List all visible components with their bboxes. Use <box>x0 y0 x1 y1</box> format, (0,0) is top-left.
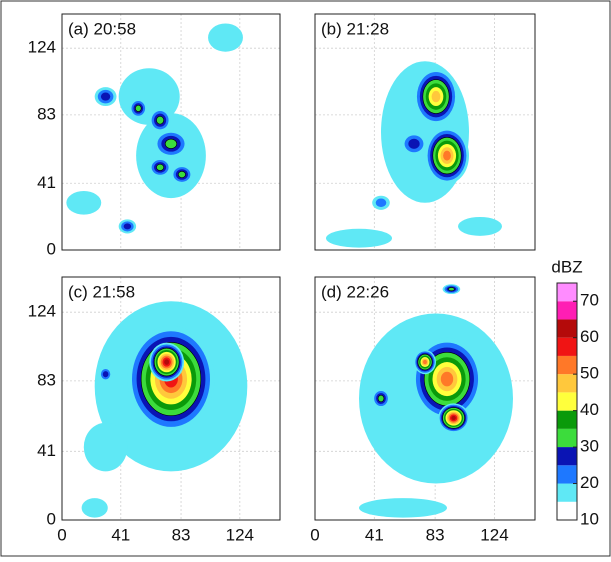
echo <box>81 498 108 518</box>
echo <box>83 422 128 472</box>
echo <box>123 223 132 230</box>
x-tick-label: 124 <box>226 525 254 544</box>
y-tick-label: 83 <box>37 104 56 123</box>
colorbar-swatch <box>557 447 577 466</box>
colorbar-frame <box>556 282 578 521</box>
colorbar-tick-label: 60 <box>580 327 599 346</box>
echo <box>66 191 102 215</box>
colorbar-swatch <box>557 301 577 320</box>
echo <box>377 394 385 403</box>
colorbar-swatch <box>557 465 577 484</box>
y-tick-label: 41 <box>37 173 56 192</box>
echo <box>375 198 387 208</box>
x-tick-label: 0 <box>310 525 319 544</box>
y-tick-label: 0 <box>47 509 56 528</box>
y-tick-label: 0 <box>47 239 56 258</box>
echo <box>448 287 455 292</box>
panel-frame <box>61 276 281 521</box>
panel-frame <box>61 13 281 251</box>
x-tick-label: 0 <box>57 525 66 544</box>
y-tick-label: 124 <box>28 38 56 57</box>
echo <box>443 150 451 161</box>
echo <box>156 163 165 171</box>
echo <box>440 371 454 387</box>
echo <box>326 228 392 248</box>
panel-title: (c) 21:58 <box>68 282 135 301</box>
y-tick-label: 41 <box>37 441 56 460</box>
panel-title: (b) 21:28 <box>321 19 389 38</box>
colorbar-swatch <box>557 374 577 393</box>
colorbar-tick-label: 40 <box>580 400 599 419</box>
colorbar-swatch <box>557 392 577 411</box>
x-tick-label: 124 <box>480 525 508 544</box>
x-tick-label: 83 <box>426 525 445 544</box>
colorbar-swatch <box>557 283 577 302</box>
colorbar-swatch <box>557 428 577 448</box>
panel-title: (a) 20:58 <box>68 19 136 38</box>
echo <box>164 359 170 365</box>
echo <box>208 23 243 52</box>
colorbar-swatch <box>557 355 577 375</box>
echo <box>102 371 109 378</box>
y-tick-label: 124 <box>28 302 56 321</box>
x-tick-label: 83 <box>172 525 191 544</box>
colorbar-swatch <box>557 483 577 502</box>
echo <box>177 171 186 178</box>
echo <box>458 216 502 236</box>
panel-title: (d) 22:26 <box>321 282 389 301</box>
colorbar-swatch <box>557 319 577 338</box>
colorbar-title: dBZ <box>551 257 582 276</box>
y-tick-label: 83 <box>37 370 56 389</box>
colorbar-swatch <box>557 337 577 356</box>
colorbar-tick-label: 30 <box>580 437 599 456</box>
echo <box>156 115 165 125</box>
colorbar-tick-label: 50 <box>580 364 599 383</box>
x-tick-label: 41 <box>111 525 130 544</box>
colorbar-tick-label: 70 <box>580 291 599 310</box>
echo <box>423 359 427 365</box>
echo <box>164 138 178 149</box>
colorbar-swatch <box>557 410 577 429</box>
x-tick-label: 41 <box>365 525 384 544</box>
echo <box>135 104 142 112</box>
echo <box>451 415 456 421</box>
echo <box>359 498 447 518</box>
colorbar-swatch <box>557 501 577 520</box>
colorbar-tick-label: 20 <box>580 473 599 492</box>
echo <box>408 138 420 149</box>
panel-frame <box>314 276 536 521</box>
colorbar-tick-label: 10 <box>580 509 599 528</box>
echo <box>100 92 111 101</box>
panel-frame <box>314 13 536 251</box>
echo <box>431 90 441 103</box>
